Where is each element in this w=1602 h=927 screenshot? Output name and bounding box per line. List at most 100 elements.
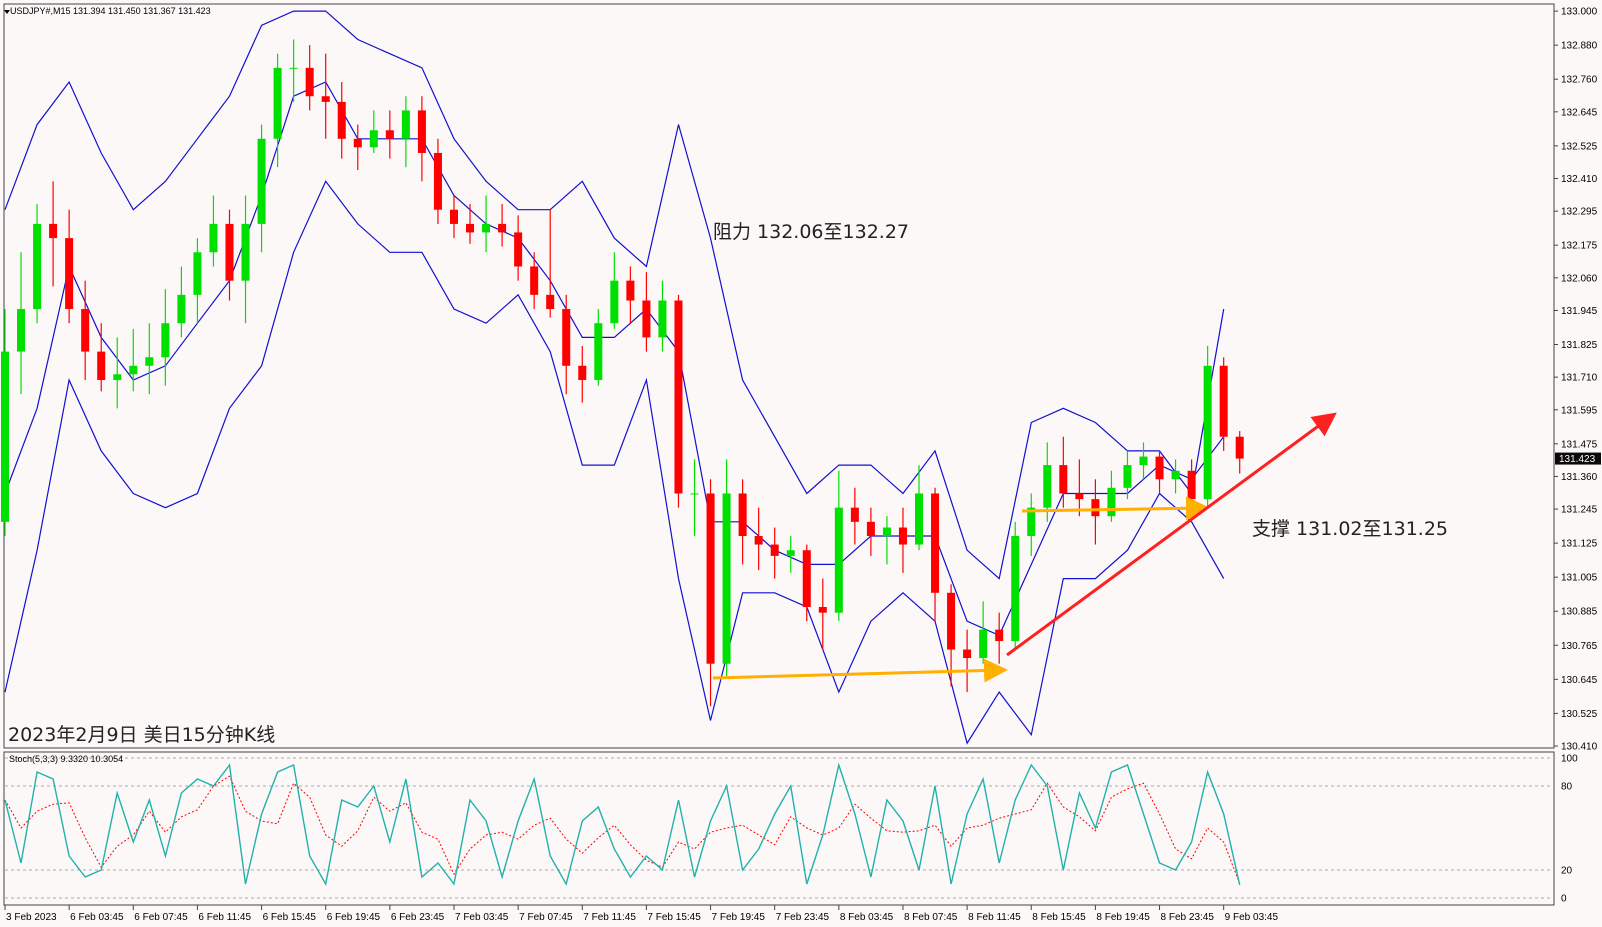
x-tick-label: 8 Feb 23:45 xyxy=(1161,912,1215,923)
candle-body xyxy=(1187,470,1196,500)
bollinger-upper xyxy=(4,10,1225,580)
x-tick-label: 7 Feb 11:45 xyxy=(583,912,636,923)
y-tick-label: 131.360 xyxy=(1561,472,1598,483)
caption: 2023年2月9日 美日15分钟K线 xyxy=(8,724,275,746)
y-tick-label: 131.125 xyxy=(1561,539,1598,550)
candle-body xyxy=(914,493,924,545)
candle-body xyxy=(241,223,250,281)
y-tick-label: 80 xyxy=(1561,782,1573,793)
candle-body xyxy=(674,300,683,494)
candle-body xyxy=(770,544,779,556)
candle-body xyxy=(1059,465,1068,494)
y-tick-label: 131.475 xyxy=(1561,439,1598,450)
candle-body xyxy=(1027,507,1036,537)
candle-body xyxy=(1203,365,1212,500)
candle-body xyxy=(802,550,811,607)
x-tick-label: 8 Feb 19:45 xyxy=(1096,912,1150,923)
candle-body xyxy=(1235,436,1244,459)
y-tick-label: 130.645 xyxy=(1561,675,1598,686)
y-tick-label: 130.765 xyxy=(1561,641,1598,652)
x-tick-label: 7 Feb 03:45 xyxy=(455,912,509,923)
x-tick-label: 6 Feb 07:45 xyxy=(134,912,188,923)
candle-body xyxy=(289,67,298,69)
y-tick-label: 130.410 xyxy=(1561,742,1598,753)
candle-body xyxy=(882,527,891,537)
candle-body xyxy=(1155,456,1164,480)
bollinger-middle xyxy=(4,81,1225,637)
y-tick-label: 132.525 xyxy=(1561,141,1598,152)
bands-layer xyxy=(4,10,1225,745)
candle-body xyxy=(594,323,603,380)
candle-body xyxy=(1011,536,1020,642)
candle-body xyxy=(979,629,988,659)
candle-body xyxy=(401,110,410,139)
candle-body xyxy=(1107,487,1116,517)
candle-body xyxy=(754,536,763,545)
candle-body xyxy=(65,238,74,310)
candle-body xyxy=(305,67,314,97)
candle-body xyxy=(1123,465,1132,488)
candle-body xyxy=(898,527,907,545)
candle-body xyxy=(610,280,619,324)
candle-body xyxy=(850,507,859,522)
stoch-signal xyxy=(4,775,1241,884)
candle-body xyxy=(1171,470,1180,480)
candle-body xyxy=(546,294,555,310)
y-tick-label: 132.880 xyxy=(1561,41,1598,52)
candle-body xyxy=(1043,465,1052,508)
y-tick-label: 20 xyxy=(1561,866,1573,877)
x-tick-label: 8 Feb 03:45 xyxy=(840,912,894,923)
candle-body xyxy=(738,493,747,537)
candle-body xyxy=(578,365,587,380)
trend-arrow xyxy=(1006,412,1337,657)
stoch-panel xyxy=(3,751,1555,906)
main-panel xyxy=(3,3,1555,749)
y-tick-label: 131.945 xyxy=(1561,306,1598,317)
axis-layer: 133.000 132.880 132.760 132.645 132.525 132.4… xyxy=(4,7,1601,923)
candle-body xyxy=(0,351,10,522)
y-tick-label: 132.760 xyxy=(1561,75,1598,86)
candle-body xyxy=(49,223,58,239)
y-tick-label: 133.000 xyxy=(1561,7,1598,18)
candle-body xyxy=(947,592,956,650)
candle-body xyxy=(257,138,266,224)
y-tick-label: 132.410 xyxy=(1561,174,1598,185)
support-arrow xyxy=(712,658,1008,683)
y-tick-label: 100 xyxy=(1561,754,1578,765)
y-tick-label: 131.825 xyxy=(1561,340,1598,351)
header-icon xyxy=(4,10,10,14)
candle-body xyxy=(417,110,426,153)
candle-body xyxy=(161,323,170,358)
last-price-box xyxy=(1555,452,1601,465)
candle-body xyxy=(866,521,875,537)
candle-body xyxy=(931,493,940,593)
y-tick-label: 131.005 xyxy=(1561,573,1598,584)
y-tick-label: 132.295 xyxy=(1561,207,1598,218)
candle-body xyxy=(449,209,458,224)
stoch-layer xyxy=(4,757,1554,899)
candle-body xyxy=(1075,493,1084,500)
candle-body xyxy=(498,223,507,233)
candle-body xyxy=(225,223,234,281)
candle-body xyxy=(658,300,667,338)
x-tick-label: 8 Feb 15:45 xyxy=(1032,912,1086,923)
candle-body xyxy=(177,294,186,324)
candle-body xyxy=(722,493,731,664)
candle-body xyxy=(1139,456,1148,466)
bollinger-lower xyxy=(4,180,1225,745)
support-label: 支撑 131.02至131.25 xyxy=(1252,518,1448,540)
candle-body xyxy=(482,223,491,233)
candle-body xyxy=(337,101,346,139)
candle-body xyxy=(33,223,42,310)
candle-body xyxy=(113,374,122,380)
candle-body xyxy=(385,130,394,139)
candles-layer xyxy=(0,39,1244,707)
y-tick-label: 132.175 xyxy=(1561,241,1598,252)
candle-body xyxy=(690,493,699,495)
last-price-label: 131.423 xyxy=(1559,454,1596,465)
y-tick-label: 130.525 xyxy=(1561,709,1598,720)
x-tick-label: 8 Feb 11:45 xyxy=(968,912,1021,923)
y-tick-label: 130.885 xyxy=(1561,607,1598,618)
y-tick-label: 131.595 xyxy=(1561,405,1598,416)
